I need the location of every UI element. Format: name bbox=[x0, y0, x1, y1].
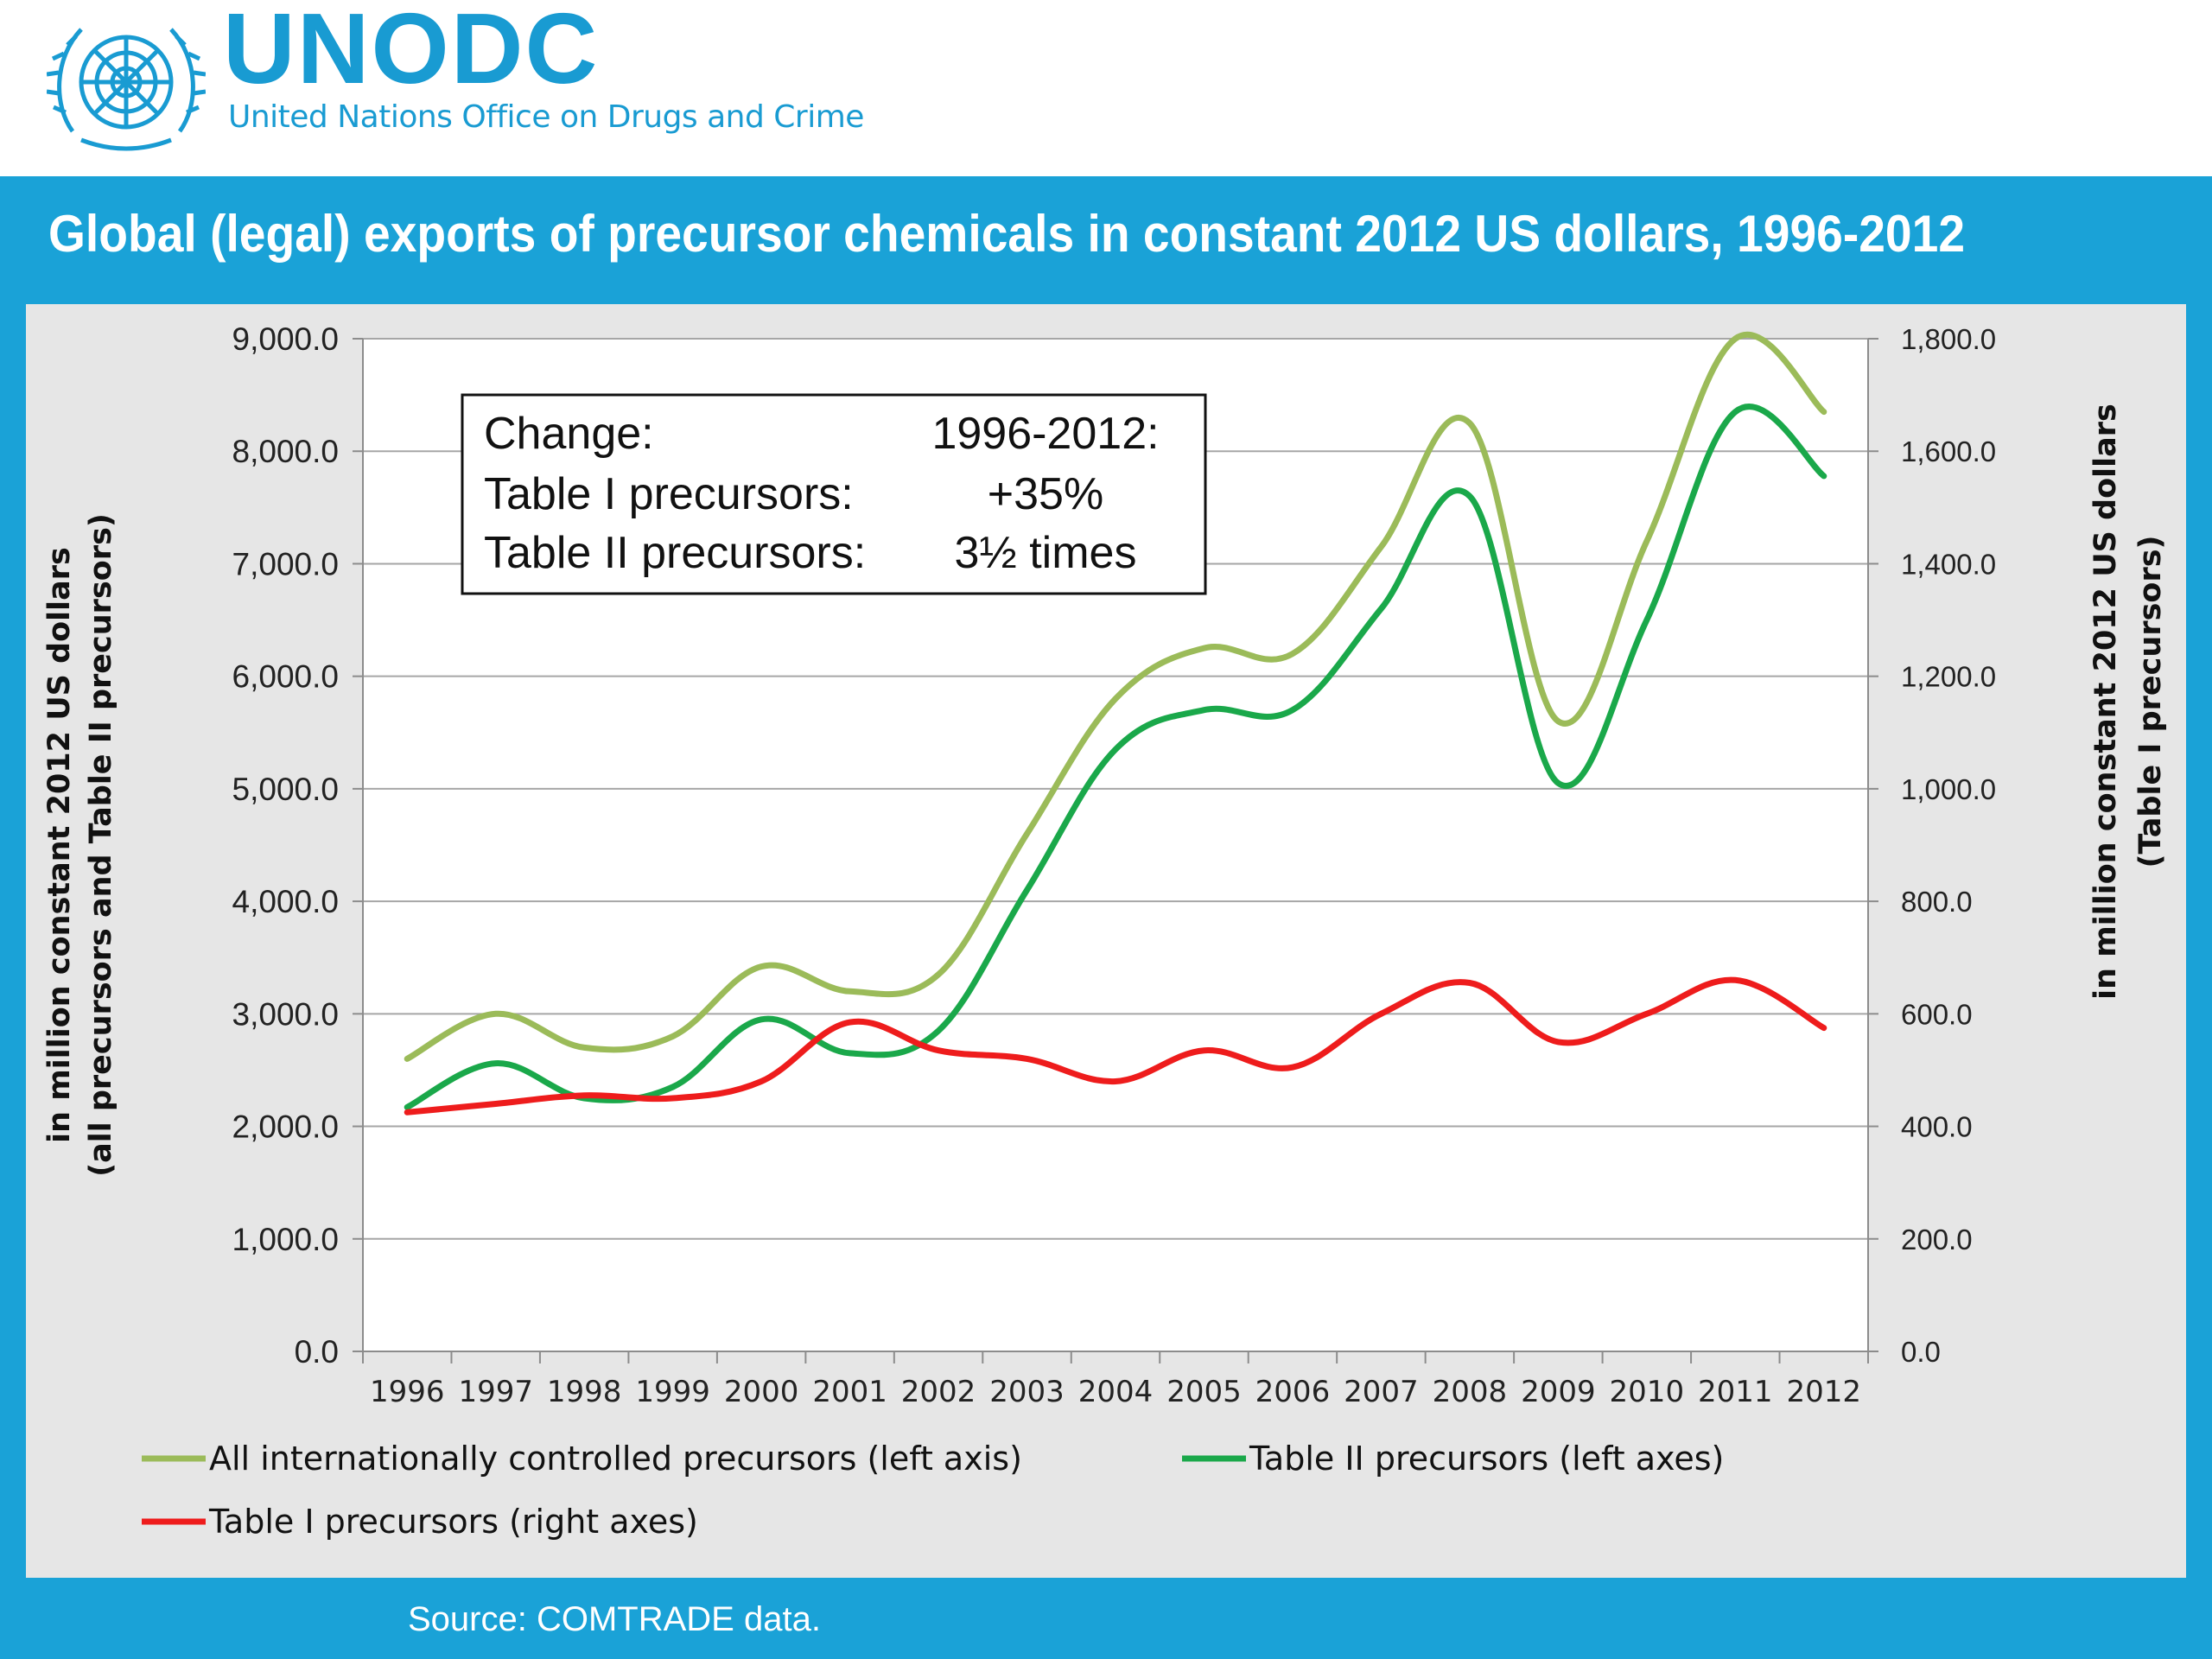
axes bbox=[353, 338, 1878, 1363]
x-tick-label: 2010 bbox=[1610, 1375, 1685, 1409]
y-left-tick-label: 3,000.0 bbox=[232, 996, 339, 1032]
y-right-tick-label: 1,400.0 bbox=[1901, 548, 1996, 580]
x-tick-label: 2000 bbox=[724, 1375, 799, 1409]
annotation-row3-value: 3½ times bbox=[955, 528, 1137, 578]
y-right-tick-label: 1,200.0 bbox=[1901, 661, 1996, 693]
y-left-tick-label: 0.0 bbox=[295, 1334, 339, 1370]
y-right-tick-label: 400.0 bbox=[1901, 1111, 1973, 1143]
x-tick-label: 2006 bbox=[1255, 1375, 1331, 1409]
x-tick-label: 1997 bbox=[458, 1375, 533, 1409]
un-emblem-icon bbox=[47, 28, 206, 151]
x-tick-label: 2003 bbox=[989, 1375, 1065, 1409]
legend-label-all-precursors: All internationally controlled precursor… bbox=[209, 1440, 1022, 1478]
x-tick-label: 2012 bbox=[1786, 1375, 1861, 1409]
chart-panel: 9,000.0 1,800.0 8,000.0 1,600.0 7,000.0 1,400… bbox=[26, 304, 2186, 1578]
x-tick-label: 2005 bbox=[1166, 1375, 1242, 1409]
annotation-row2-value: +35% bbox=[988, 469, 1103, 519]
x-tick-label: 2009 bbox=[1521, 1375, 1596, 1409]
series-all-precursors-line bbox=[404, 331, 1827, 1062]
x-tick-label: 2011 bbox=[1698, 1375, 1773, 1409]
y-right-tick-label: 1,000.0 bbox=[1901, 773, 1996, 805]
annotation-row3-label: Table II precursors: bbox=[484, 528, 866, 578]
y-left-axis-title-line1: in million constant 2012 US dollars bbox=[42, 547, 77, 1143]
y-left-tick-label: 9,000.0 bbox=[232, 321, 339, 357]
annotation-row1-value: 1996-2012: bbox=[931, 409, 1159, 459]
y-right-tick-label: 1,800.0 bbox=[1901, 323, 1996, 355]
legend-label-table-i: Table I precursors (right axes) bbox=[208, 1503, 698, 1541]
source-note: Source: COMTRADE data. bbox=[408, 1600, 821, 1638]
x-tick-label: 2002 bbox=[901, 1375, 976, 1409]
legend: All internationally controlled precursor… bbox=[142, 1440, 1724, 1541]
y-left-tick-label: 1,000.0 bbox=[232, 1222, 339, 1257]
y-left-tick-label: 7,000.0 bbox=[232, 546, 339, 582]
y-right-tick-label: 200.0 bbox=[1901, 1224, 1973, 1255]
change-annotation-box: Change: 1996-2012: Table I precursors: +… bbox=[461, 393, 1207, 595]
y-left-tick-label: 4,000.0 bbox=[232, 884, 339, 919]
tick-labels: 9,000.0 1,800.0 8,000.0 1,600.0 7,000.0 1,400… bbox=[232, 321, 1997, 1409]
logo-wordmark: UNODC bbox=[223, 0, 600, 105]
y-right-tick-label: 1,600.0 bbox=[1901, 435, 1996, 467]
annotation-row1-label: Change: bbox=[484, 409, 654, 459]
y-right-tick-label: 800.0 bbox=[1901, 886, 1973, 918]
series-table-ii-line bbox=[404, 404, 1827, 1110]
series-lines bbox=[404, 331, 1827, 1116]
y-left-tick-label: 2,000.0 bbox=[232, 1109, 339, 1145]
y-right-tick-label: 600.0 bbox=[1901, 998, 1973, 1030]
legend-label-table-ii: Table II precursors (left axes) bbox=[1249, 1440, 1724, 1478]
y-right-axis-title-line2: (Table I precursors) bbox=[2133, 535, 2168, 868]
y-right-axis-title-line1: in million constant 2012 US dollars bbox=[2088, 404, 2123, 1000]
page-title: Global (legal) exports of precursor chem… bbox=[48, 205, 1966, 263]
y-left-tick-label: 6,000.0 bbox=[232, 659, 339, 695]
header: UNODC United Nations Office on Drugs and… bbox=[0, 0, 2212, 176]
x-tick-label: 1996 bbox=[370, 1375, 445, 1409]
x-tick-label: 2001 bbox=[812, 1375, 887, 1409]
y-left-tick-label: 8,000.0 bbox=[232, 434, 339, 469]
x-tick-label: 2007 bbox=[1344, 1375, 1419, 1409]
y-left-tick-label: 5,000.0 bbox=[232, 772, 339, 807]
y-left-axis-title-line2: (all precursors and Table II precursors) bbox=[84, 513, 118, 1177]
x-tick-label: 2004 bbox=[1078, 1375, 1154, 1409]
series-table-i-line bbox=[404, 976, 1827, 1116]
annotation-row2-label: Table I precursors: bbox=[484, 469, 854, 519]
x-tick-label: 1998 bbox=[547, 1375, 622, 1409]
chart: 9,000.0 1,800.0 8,000.0 1,600.0 7,000.0 1,400… bbox=[42, 321, 2168, 1541]
logo-subtitle: United Nations Office on Drugs and Crime bbox=[228, 99, 864, 135]
x-tick-label: 2008 bbox=[1433, 1375, 1508, 1409]
y-right-tick-label: 0.0 bbox=[1901, 1336, 1941, 1368]
x-tick-label: 1999 bbox=[635, 1375, 710, 1409]
